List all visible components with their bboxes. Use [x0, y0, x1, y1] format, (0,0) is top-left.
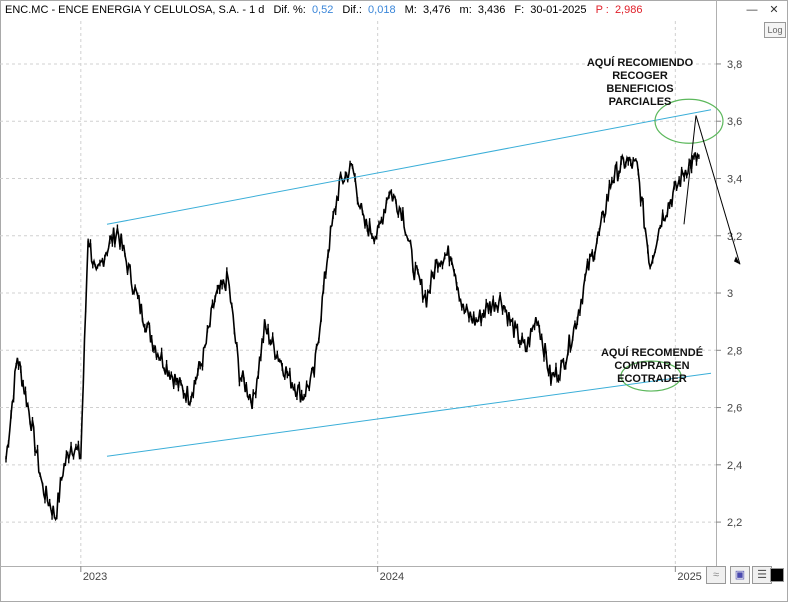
max-label: M: — [404, 4, 417, 16]
draw-tool-icon[interactable]: ≈ — [706, 566, 726, 584]
y-tick-label: 3 — [727, 288, 733, 300]
y-tick-label: 3,6 — [727, 116, 742, 128]
price-label: P : — [595, 4, 609, 16]
y-tick-label: 3,2 — [727, 231, 742, 243]
channel-upper-line — [106, 109, 712, 225]
x-tick-label: 2025 — [677, 571, 701, 583]
x-axis — [0, 566, 716, 601]
date-label: F: — [514, 4, 525, 16]
dif-value: 0,018 — [368, 4, 396, 16]
buy-annotation: AQUÍ RECOMENDÉ COMPRAR EN ECOTRADER — [596, 347, 708, 386]
sell-annotation-line-1: AQUÍ RECOMIENDO — [586, 57, 694, 69]
sell-circle — [654, 98, 724, 144]
sell-annotation-line-2: RECOGER BENEFICIOS — [606, 70, 674, 95]
price-value: 2,986 — [614, 4, 643, 16]
buy-annotation-line-3: ECOTRADER — [617, 373, 687, 385]
buy-annotation-line-2: COMPRAR EN — [614, 360, 690, 372]
buy-annotation-line-1: AQUÍ RECOMENDÉ — [600, 347, 704, 359]
date-value: 30-01-2025 — [530, 4, 587, 16]
minimize-icon[interactable]: — — [746, 4, 758, 16]
sell-annotation-line-3: PARCIALES — [608, 96, 672, 108]
x-tick-label: 2024 — [380, 571, 404, 583]
min-value: 3,436 — [477, 4, 506, 16]
dif-pct-value: 0,52 — [311, 4, 334, 16]
y-tick-label: 3,4 — [727, 173, 742, 185]
sell-annotation: AQUÍ RECOMIENDO RECOGER BENEFICIOS PARCI… — [580, 57, 700, 109]
arrow-head-icon — [734, 256, 740, 265]
channel-lower-line — [106, 372, 712, 457]
properties-icon[interactable]: ☰ — [752, 566, 772, 584]
min-label: m: — [459, 4, 472, 16]
projection-down-arrow — [695, 115, 741, 265]
save-icon[interactable]: ▣ — [730, 566, 750, 584]
ticker-title: ENC.MC - ENCE ENERGIA Y CELULOSA, S.A. -… — [5, 4, 265, 16]
x-tick-label: 2023 — [83, 571, 107, 583]
y-axis — [716, 0, 787, 566]
y-tick-label: 2,4 — [727, 460, 742, 472]
close-icon[interactable]: ✕ — [769, 4, 779, 16]
y-tick-label: 2,2 — [727, 517, 742, 529]
buy-circle — [620, 360, 682, 392]
dif-label: Dif.: — [342, 4, 362, 16]
log-scale-button[interactable]: Log — [764, 22, 786, 38]
y-tick-label: 2,8 — [727, 345, 742, 357]
y-tick-label: 3,8 — [727, 59, 742, 71]
projection-up-arrow — [683, 115, 697, 225]
dif-pct-label: Dif. %: — [273, 4, 306, 16]
chart-header: ENC.MC - ENCE ENERGIA Y CELULOSA, S.A. -… — [0, 0, 786, 21]
y-tick-label: 2,6 — [727, 403, 742, 415]
color-swatch-icon[interactable] — [770, 568, 784, 582]
max-value: 3,476 — [422, 4, 451, 16]
